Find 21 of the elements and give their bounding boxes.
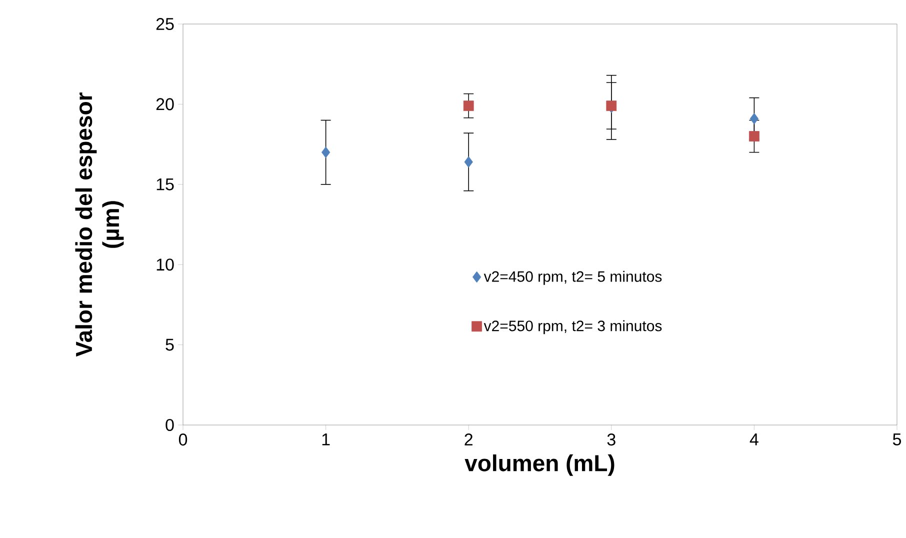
y-tick-label: 10 [156,258,174,271]
y-tick-label: 5 [166,338,174,351]
x-tick-label: 2 [464,434,472,446]
x-axis-title: volumen (mL) [464,454,614,476]
x-tick-label: 4 [750,434,758,446]
y-tick-label: 0 [166,418,174,432]
y-tick-label: 25 [156,18,174,30]
x-tick-label: 0 [178,434,188,446]
x-tick-label: 1 [322,434,330,446]
point [464,156,473,168]
y-tick-label: 15 [156,178,174,190]
legend-label: v2=450 rpm, t2= 5 minutos [484,270,662,285]
x-tick-label: 3 [607,434,616,446]
legend-label: v2=550 rpm, t2= 3 minutos [484,320,662,334]
point [463,100,474,112]
point [748,131,760,142]
point [750,112,759,124]
y-tick-label: 20 [156,98,174,110]
x-tick-label: 5 [892,434,901,446]
point [321,146,330,158]
y-axis-title: Valor medio del espesor (µm) [75,92,124,357]
